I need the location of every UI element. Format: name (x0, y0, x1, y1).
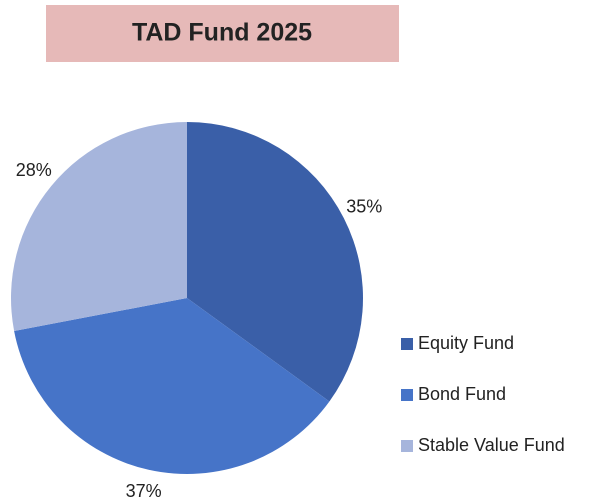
title-box (46, 5, 399, 62)
legend-label: Equity Fund (418, 333, 514, 353)
pie-slice (14, 298, 330, 475)
legend-swatch (401, 440, 413, 452)
pie-slice (10, 122, 187, 331)
chart-title: TAD Fund 2025 (132, 19, 312, 47)
pie-slice (187, 122, 364, 402)
legend-label: Stable Value Fund (418, 435, 565, 455)
legend-swatch (401, 338, 413, 350)
data-label: 28% (16, 160, 52, 180)
data-label: 35% (346, 196, 382, 216)
data-label: 37% (126, 481, 162, 501)
legend-label: Bond Fund (418, 384, 506, 404)
legend-swatch (401, 389, 413, 401)
